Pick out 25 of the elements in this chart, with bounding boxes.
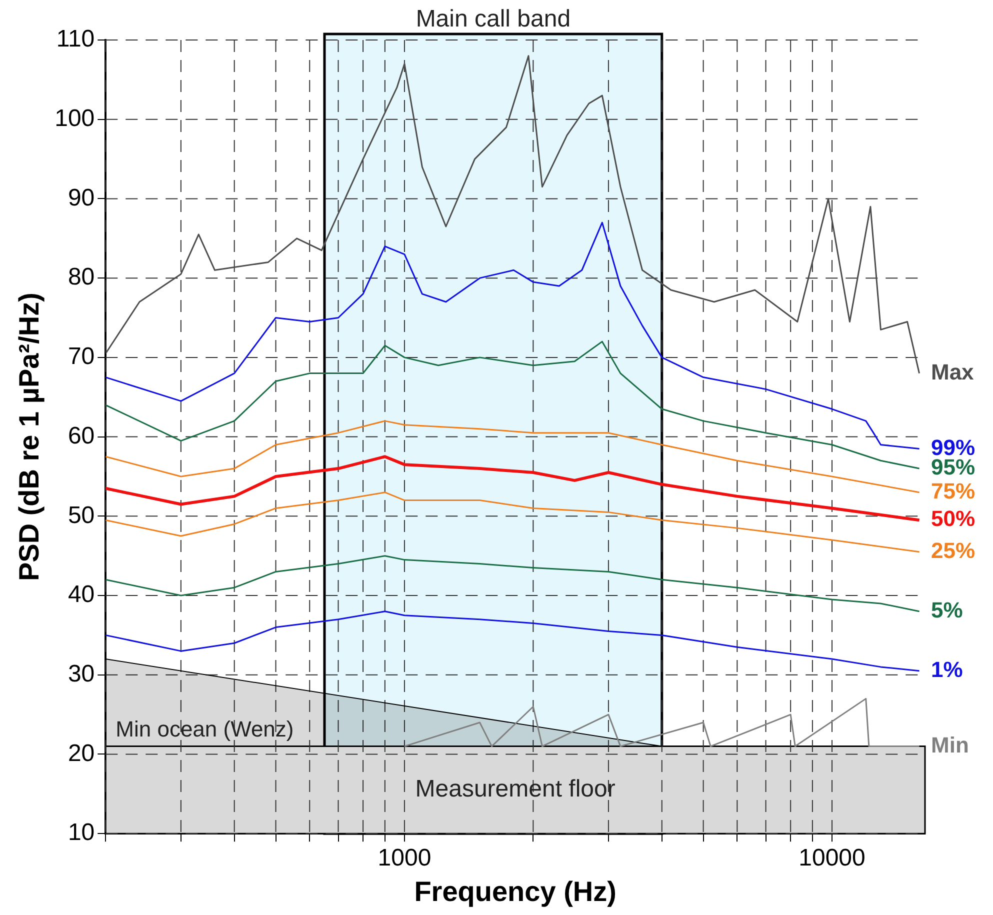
series-label: Min <box>931 732 969 758</box>
y-tick-label: 60 <box>68 422 95 450</box>
y-tick-label: 110 <box>56 26 95 53</box>
series-label: 25% <box>931 538 976 563</box>
series-label: Max <box>931 359 975 384</box>
y-tick-label: 100 <box>54 104 95 132</box>
y-tick-label: 30 <box>68 660 95 688</box>
y-tick-label: 20 <box>68 740 95 767</box>
y-tick-label: 80 <box>68 264 95 291</box>
series-label: 75% <box>931 478 976 504</box>
y-tick-label: 90 <box>68 184 95 212</box>
series-label: 50% <box>931 506 976 532</box>
series-label: Min ocean (Wenz) <box>116 716 294 742</box>
x-tick-label: 10000 <box>798 844 866 872</box>
y-tick-label: 50 <box>68 502 95 529</box>
y-axis-title: PSD (dB re 1 µPa²/Hz) <box>14 292 45 582</box>
band-label: Main call band <box>416 6 571 33</box>
x-axis-title: Frequency (Hz) <box>414 876 616 907</box>
series-label: 5% <box>931 597 963 622</box>
y-tick-label: 10 <box>68 819 95 846</box>
band-label: Measurement floor <box>415 776 616 803</box>
series-label: 1% <box>931 656 963 682</box>
x-tick-label: 1000 <box>378 844 432 872</box>
y-tick-label: 70 <box>68 343 95 370</box>
y-tick-label: 40 <box>68 581 95 608</box>
